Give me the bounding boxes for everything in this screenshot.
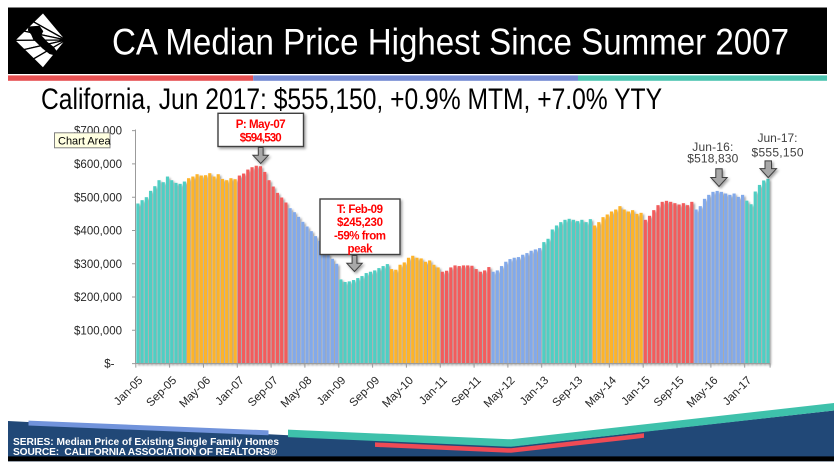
svg-text:$594,530: $594,530 <box>240 132 282 144</box>
svg-text:California, Jun 2017: $555,150: California, Jun 2017: $555,150, +0.9% MT… <box>41 83 662 116</box>
svg-text:CA Median Price Highest Since: CA Median Price Highest Since Summer 200… <box>112 21 789 63</box>
svg-text:Jun-16:: Jun-16: <box>692 140 733 154</box>
svg-text:$400,000: $400,000 <box>74 226 122 238</box>
svg-text:-59% from: -59% from <box>334 230 386 242</box>
svg-text:$300,000: $300,000 <box>74 259 122 271</box>
svg-text:$600,000: $600,000 <box>74 159 122 171</box>
svg-text:P: May-07: P: May-07 <box>236 119 286 131</box>
svg-text:Jun-17:: Jun-17: <box>758 131 798 145</box>
svg-text:peak: peak <box>348 244 374 256</box>
svg-text:$245,230: $245,230 <box>337 217 383 229</box>
svg-text:SERIES: Median Price of Existi: SERIES: Median Price of Existing Single … <box>13 437 279 448</box>
svg-text:$-: $- <box>104 359 114 371</box>
svg-text:Chart Area: Chart Area <box>58 135 111 147</box>
svg-text:$518,830: $518,830 <box>687 151 738 165</box>
svg-text:T: Feb-09: T: Feb-09 <box>337 204 383 216</box>
svg-text:$500,000: $500,000 <box>74 192 122 204</box>
svg-text:$100,000: $100,000 <box>74 325 122 337</box>
svg-text:$555,150: $555,150 <box>752 146 804 160</box>
svg-text:SOURCE: CALIFORNIA ASSOCIATIO: SOURCE: CALIFORNIA ASSOCIATION OF REALTO… <box>13 447 277 458</box>
svg-text:$200,000: $200,000 <box>74 292 122 304</box>
